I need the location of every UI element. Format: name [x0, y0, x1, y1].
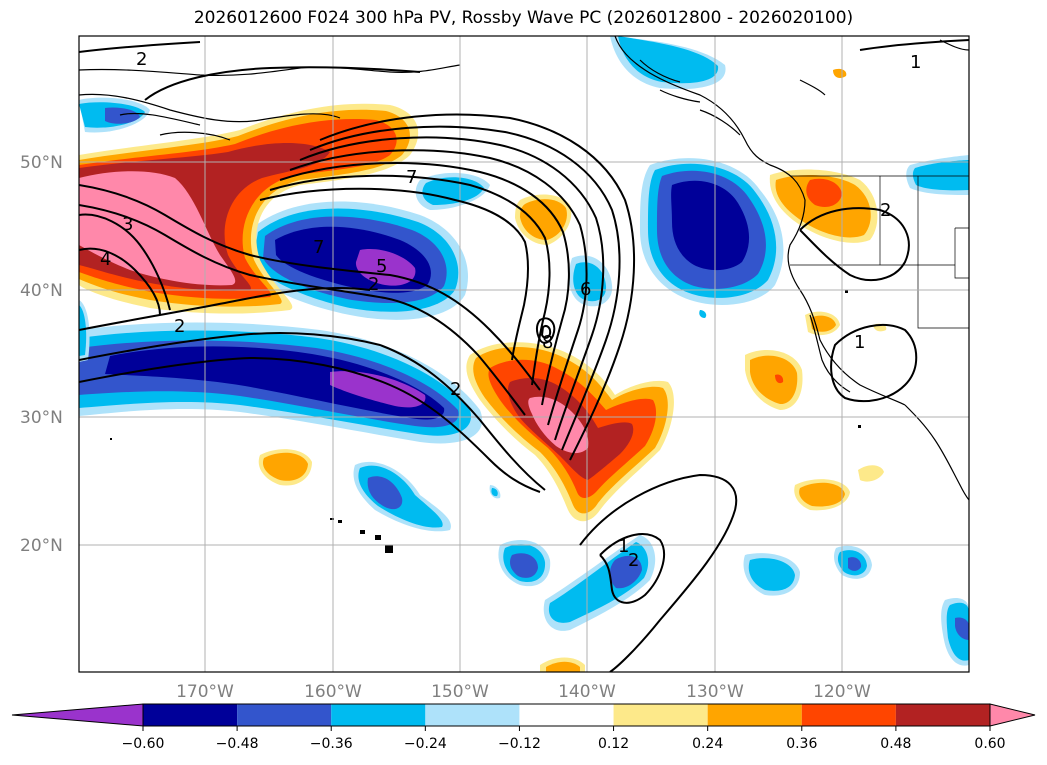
- colorbar-swatch: [801, 704, 896, 726]
- colorbar-extend-low: [11, 703, 144, 727]
- contour-label: 8: [542, 332, 553, 353]
- colorbar-tick-label: −0.36: [310, 736, 353, 752]
- colorbar-tick-label: 0.48: [880, 736, 911, 752]
- colorbar-extend-high: [989, 703, 1036, 727]
- contour-label: 6: [580, 279, 591, 300]
- contour-label: 1: [854, 332, 865, 353]
- contour-label: 4: [100, 249, 111, 270]
- colorbar-swatch: [143, 704, 238, 726]
- lat-label: 20°N: [20, 536, 63, 556]
- contour-label: 3: [122, 214, 133, 235]
- lon-label: 150°W: [431, 682, 489, 702]
- contour-label: 7: [313, 237, 324, 258]
- lat-label: 50°N: [20, 153, 63, 173]
- colorbar-swatch: [425, 704, 520, 726]
- colorbar-tick-label: −0.24: [404, 736, 447, 752]
- colorbar-swatch: [707, 704, 802, 726]
- colorbar-tick-label: 0.60: [974, 736, 1005, 752]
- contour-label: 2: [174, 316, 185, 337]
- lon-label: 130°W: [686, 682, 744, 702]
- colorbar-swatch: [519, 704, 614, 726]
- map-plot-area: 2 2 7 3 4 2 7 5 2 6 8 2 1 1 1 2: [79, 36, 969, 672]
- colorbar-swatch: [613, 704, 708, 726]
- contour-label: 5: [376, 256, 387, 277]
- state-borders: [790, 175, 969, 329]
- colorbar-tick-label: −0.60: [122, 736, 165, 752]
- colorbar: −0.60 −0.48 −0.36 −0.24 −0.12 0.12 0.24 0.36 0.4…: [11, 703, 1036, 752]
- colorbar-tick-label: 0.36: [786, 736, 817, 752]
- lon-label: 120°W: [813, 682, 871, 702]
- pc-contours: [79, 39, 969, 672]
- map-title: 2026012600 F024 300 hPa PV, Rossby Wave …: [193, 8, 854, 28]
- colorbar-frame: [142, 703, 991, 727]
- lon-label: 160°W: [304, 682, 362, 702]
- colorbar-tick-label: −0.12: [498, 736, 541, 752]
- plot-frame: [78, 35, 970, 673]
- gridlines: [79, 36, 969, 672]
- contour-label: 2: [880, 200, 891, 221]
- coastlines: [79, 36, 969, 501]
- longitude-labels: 170°W 160°W 150°W 140°W 130°W 120°W: [176, 682, 871, 702]
- lat-label: 40°N: [20, 281, 63, 301]
- contour-label: 2: [136, 49, 147, 70]
- colorbar-tick-label: 0.24: [692, 736, 723, 752]
- lon-label: 140°W: [558, 682, 616, 702]
- contour-label: 7: [406, 167, 417, 188]
- contour-label: 2: [628, 550, 639, 571]
- islands: [110, 290, 861, 553]
- lat-label: 30°N: [20, 408, 63, 428]
- contour-label: 2: [450, 379, 461, 400]
- latitude-labels: 50°N 40°N 30°N 20°N: [20, 153, 63, 556]
- lon-label: 170°W: [176, 682, 234, 702]
- contour-label: 2: [368, 274, 379, 295]
- colorbar-swatch: [895, 704, 990, 726]
- contour-label: 1: [910, 52, 921, 73]
- colorbar-swatch: [331, 704, 426, 726]
- contour-label: 1: [618, 536, 629, 557]
- colorbar-tick-label: 0.12: [598, 736, 629, 752]
- colorbar-tick-label: −0.48: [216, 736, 259, 752]
- colorbar-swatch: [237, 704, 332, 726]
- contour-labels: 2 2 7 3 4 2 7 5 2 6 8 2 1 1 1 2: [100, 49, 921, 571]
